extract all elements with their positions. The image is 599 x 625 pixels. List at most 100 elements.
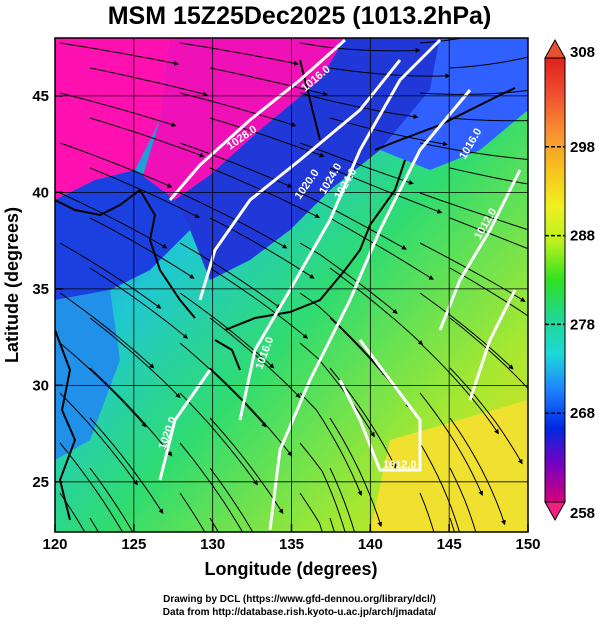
x-tick-label: 135: [279, 536, 304, 553]
colorbar-tick-label: 308: [570, 44, 595, 61]
credits: Drawing by DCL (https://www.gfd-dennou.o…: [0, 593, 599, 619]
colorbar-tick-label: 278: [570, 316, 595, 333]
china-coastline: [55, 329, 77, 521]
streamline: [329, 467, 356, 532]
streamline: [89, 217, 195, 279]
streamline: [299, 342, 375, 438]
colorbar-ticks: 308 298 288 278 268 258: [545, 44, 595, 522]
isobar-1028: [168, 38, 346, 201]
colorbar-max-arrow: [544, 38, 566, 59]
isobar-1012b: [468, 289, 517, 401]
streamline: [419, 492, 435, 532]
latitude-axis: 25 30 35 40 45: [32, 88, 63, 491]
colorbar: 308 298 288 278 268 258: [544, 38, 595, 522]
streamline: [179, 492, 206, 532]
streamline: [59, 242, 162, 309]
streamline: [59, 342, 147, 428]
colorbar-gradient: [544, 57, 566, 503]
streamline: [419, 292, 514, 370]
cold-region-mainland: [55, 38, 170, 200]
streamline: [59, 192, 168, 249]
streamline: [449, 317, 528, 390]
streamline: [89, 417, 164, 515]
streamline: [89, 267, 189, 339]
sakhalin-coastline: [299, 59, 321, 141]
x-tick-label: 120: [42, 536, 67, 553]
streamline: [59, 92, 177, 127]
streamline: [299, 42, 421, 53]
streamline: [209, 367, 293, 457]
colorbar-tick-label: 288: [570, 228, 595, 245]
streamline-field: [59, 38, 528, 532]
streamline: [329, 217, 434, 280]
coastlines: [55, 59, 516, 521]
streamline: [449, 267, 528, 317]
streamline: [59, 442, 124, 532]
streamline: [179, 192, 288, 249]
streamline: [329, 267, 424, 346]
streamline: [299, 292, 387, 377]
streamline: [419, 142, 528, 161]
x-axis-label: Longitude (degrees): [204, 559, 377, 579]
streamline: [179, 42, 300, 66]
streamline: [449, 467, 477, 532]
colorbar-tick-label: 298: [570, 139, 595, 156]
streamline: [419, 442, 460, 532]
streamline: [209, 167, 321, 219]
streamline: [179, 442, 244, 532]
colorbar-min-arrow: [544, 501, 566, 522]
streamline: [449, 367, 523, 465]
streamline: [419, 89, 528, 95]
lat-lon-grid: [55, 38, 528, 532]
cool-region-kuril: [380, 38, 528, 170]
colorbar-tick-label: 258: [570, 505, 595, 522]
streamline: [449, 117, 528, 122]
streamline: [299, 442, 346, 532]
streamline: [179, 342, 267, 428]
korea-coastline: [139, 189, 196, 319]
streamline: [299, 142, 414, 185]
x-tick-label: 140: [358, 536, 383, 553]
y-axis-label: Latitude (degrees): [2, 207, 22, 363]
streamline: [89, 117, 205, 158]
streamline: [329, 417, 383, 528]
cool-region-sea-of-japan: [175, 38, 440, 280]
y-tick-label: 40: [32, 184, 49, 201]
streamline: [59, 492, 86, 532]
streamline: [59, 292, 155, 369]
kyushu-coastline: [214, 339, 241, 371]
streamline: [89, 317, 181, 399]
streamline: [299, 392, 363, 497]
isobar-1016a: [268, 89, 472, 531]
y-tick-label: 25: [32, 474, 49, 491]
streamline: [179, 92, 297, 127]
streamline: [449, 167, 528, 185]
streamline: [299, 192, 407, 250]
x-tick-label: 145: [437, 536, 462, 553]
streamline: [209, 417, 284, 515]
streamline: [419, 342, 499, 435]
longitude-axis: 120 125 130 135 140 145 150: [42, 524, 541, 553]
streamline: [299, 492, 323, 532]
figure-title: MSM 15Z25Dec2025 (1013.2hPa): [107, 2, 492, 30]
streamline: [89, 467, 134, 532]
streamline: [449, 417, 506, 526]
hokkaido-kuril-coastline: [374, 87, 516, 151]
honshu-coastline: [224, 159, 406, 331]
streamline: [419, 192, 528, 231]
isobar-1012a: [338, 339, 422, 472]
streamline: [299, 242, 398, 314]
isobar-1016b: [438, 169, 522, 331]
streamline: [89, 67, 208, 97]
streamline: [59, 392, 138, 486]
streamline: [449, 217, 528, 250]
streamline: [59, 42, 180, 66]
isobar-1020b: [158, 369, 212, 481]
x-tick-label: 125: [121, 536, 146, 553]
streamline: [209, 467, 254, 532]
streamline: [449, 56, 528, 69]
isobars: [158, 38, 522, 531]
y-tick-label: 35: [32, 281, 49, 298]
streamline: [209, 217, 315, 279]
